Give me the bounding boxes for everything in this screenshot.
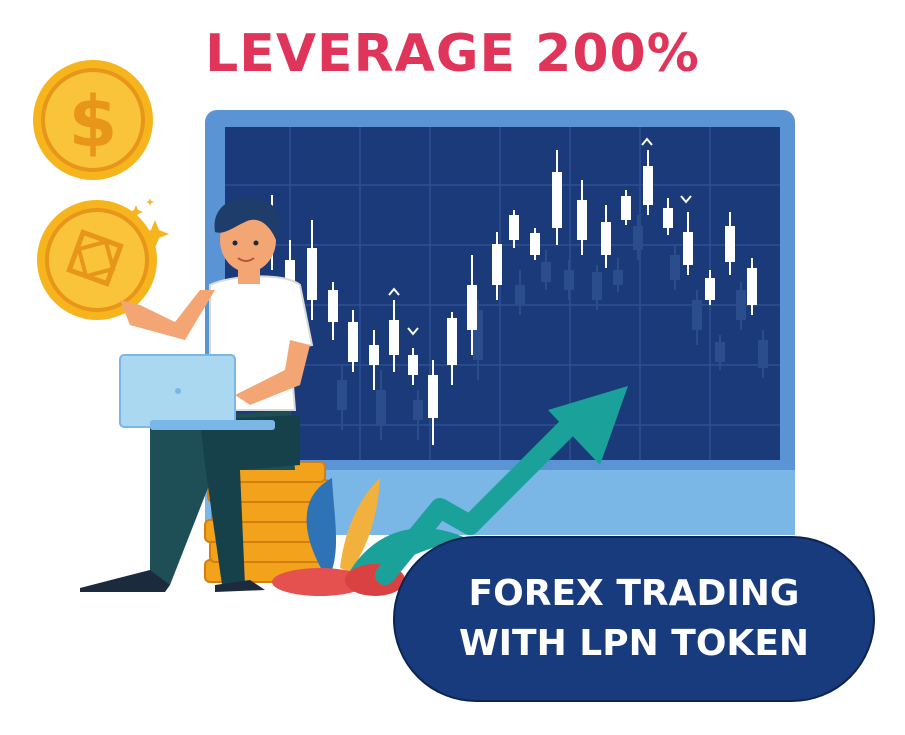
candle [621,196,631,220]
candle [683,232,693,265]
candle [492,244,502,285]
candle [408,355,418,375]
candlestick-series [271,150,768,445]
candle [663,208,673,228]
background-candle [413,400,423,420]
candle [428,375,438,418]
candle [530,233,540,255]
candle [389,320,399,355]
background-candle [515,285,525,305]
svg-text:$: $ [69,81,118,163]
background-candle [337,380,347,410]
title-badge: FOREX TRADING WITH LPN TOKEN [393,536,875,702]
candle [601,222,611,255]
background-candle [736,290,746,320]
background-candle [376,390,386,425]
background-candle [592,272,602,300]
background-candle [564,270,574,290]
candle [577,200,587,240]
headline: LEVERAGE 200% [205,24,700,84]
background-candle [541,262,551,282]
trend-up-arrow-icon [375,386,628,585]
candle [369,345,379,365]
background-candle [473,310,483,360]
sparkle-icon [129,198,169,248]
candle [467,285,477,330]
candle [307,248,317,300]
candle [643,166,653,205]
candle [747,268,757,305]
candle [705,278,715,300]
token-coin-icon [37,200,157,320]
candle [447,318,457,365]
person [80,198,314,592]
background-candle [758,340,768,368]
badge-line-1: FOREX TRADING [468,573,800,614]
badge-line-2: WITH LPN TOKEN [458,623,810,664]
candle [509,215,519,240]
laptop-icon [119,354,275,430]
chart-markers [388,137,692,336]
candle [348,322,358,362]
candle [285,260,295,285]
dollar-coin-icon: $ [33,60,153,180]
background-candle [715,342,725,362]
candle [328,290,338,322]
candle [725,226,735,262]
background-candle [670,255,680,280]
background-candle [613,270,623,285]
background-candle [692,300,702,330]
chart-screen [225,127,780,460]
candle [552,172,562,228]
background-candle [633,226,643,250]
